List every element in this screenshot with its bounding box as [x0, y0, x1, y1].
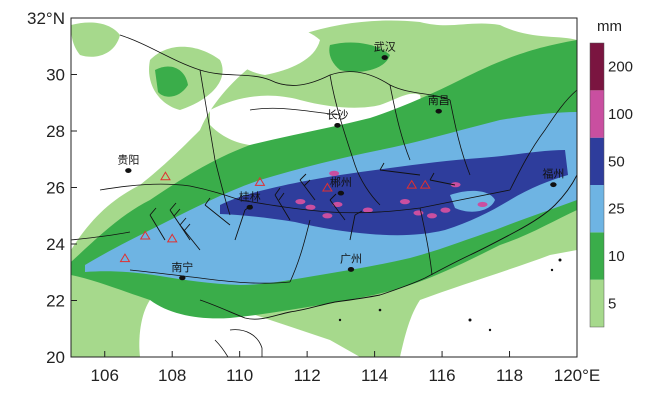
station-triangle [406, 179, 418, 189]
province-borders [71, 34, 577, 284]
y-tick-label: 20 [46, 348, 65, 367]
city-label: 广州 [340, 252, 362, 265]
colorbar-level-label: 25 [608, 201, 625, 218]
x-tick-label: 114 [361, 366, 388, 385]
dry-area-west [71, 99, 120, 190]
hainan-coast [214, 329, 263, 357]
station-triangle [139, 230, 151, 240]
x-tick-label: 118 [496, 366, 523, 385]
city-dot [381, 55, 388, 60]
city-label: 福州 [542, 167, 564, 181]
city-dot [125, 168, 132, 173]
colorbar-segment [590, 137, 604, 185]
y-tick-label: 28 [46, 122, 65, 141]
coastline [199, 174, 577, 320]
colorbar-segment [590, 232, 604, 280]
city-dot [347, 267, 355, 272]
colorbar-segment [590, 90, 604, 138]
rain-band-10mm-north [329, 42, 390, 72]
heavy-rain-spot [362, 207, 373, 213]
y-tick-label: 30 [46, 66, 65, 85]
heavy-rain-spot [477, 201, 488, 208]
city-dot [179, 275, 186, 281]
y-tick-label: 22 [46, 292, 65, 311]
city-dot [246, 204, 253, 210]
x-tick-label: 116 [429, 366, 456, 385]
station-triangle [254, 176, 266, 186]
city-dot [337, 190, 345, 196]
colorbar-level-label: 50 [608, 153, 625, 170]
colorbar-segment [590, 43, 604, 91]
colorbar-level-label: 5 [608, 295, 616, 312]
city-label: 郴州 [330, 175, 352, 189]
heavy-rain-spot [399, 199, 410, 205]
y-tick-label: 32°N [27, 9, 65, 28]
heavy-rain-spot [329, 170, 340, 176]
colorbar-level-label: 10 [608, 248, 625, 265]
y-tick-label: 26 [46, 179, 65, 198]
x-tick-label: 108 [158, 366, 186, 385]
station-triangle [166, 233, 178, 243]
heavy-rain-spot [426, 213, 437, 219]
station-triangle [119, 253, 131, 263]
x-tick-label: 120°E [554, 366, 601, 385]
islands [338, 258, 562, 332]
heavy-rain-spot [450, 182, 461, 188]
dry-area-north [228, 22, 320, 75]
station-triangle [419, 179, 431, 189]
city-label: 武汉 [374, 41, 396, 54]
heavy-rain-spots [295, 170, 488, 219]
x-tick-label: 110 [226, 366, 253, 385]
wind-barbs [149, 162, 456, 251]
heavy-rain-spot [305, 204, 316, 210]
dry-area-central [210, 93, 421, 146]
rainfall-field [71, 20, 577, 357]
city-label: 长沙 [326, 108, 348, 121]
dry-area-sea [400, 250, 577, 357]
colorbar: mm 5 10 25 50 100 200 [589, 18, 633, 328]
colorbar-frame [589, 42, 605, 328]
city-label: 南宁 [171, 260, 193, 274]
x-tick-label: 112 [294, 366, 321, 385]
heavy-rain-spot [413, 210, 424, 216]
city-dot [435, 108, 442, 114]
colorbar-unit: mm [597, 18, 622, 35]
city-label: 南昌 [428, 94, 450, 107]
y-tick-label: 24 [46, 235, 65, 254]
rain-band-10mm-west [155, 66, 188, 97]
colorbar-level-label: 100 [608, 106, 633, 123]
heavy-rain-spot [440, 207, 451, 213]
rain-band-5mm-nw [71, 22, 120, 57]
heavy-rain-spot [295, 199, 306, 205]
city-dot [334, 122, 341, 128]
city-label: 贵阳 [117, 154, 139, 167]
city-label: 桂林 [239, 189, 261, 203]
y-axis: 20 22 24 26 28 30 32°N [27, 9, 77, 367]
heavy-rain-spot [322, 213, 333, 219]
rain-band-50mm [220, 150, 568, 236]
colorbar-level-label: 200 [608, 59, 633, 76]
x-tick-label: 106 [91, 366, 119, 385]
colorbar-segment [590, 185, 604, 233]
heavy-rain-spot [332, 201, 343, 208]
station-markers [119, 171, 431, 263]
station-triangle [321, 182, 333, 192]
city-dot [550, 182, 557, 188]
colorbar-segment [590, 279, 604, 327]
x-axis: 106 108 110 112 114 116 118 120°E [91, 351, 601, 385]
station-triangle [160, 171, 171, 181]
